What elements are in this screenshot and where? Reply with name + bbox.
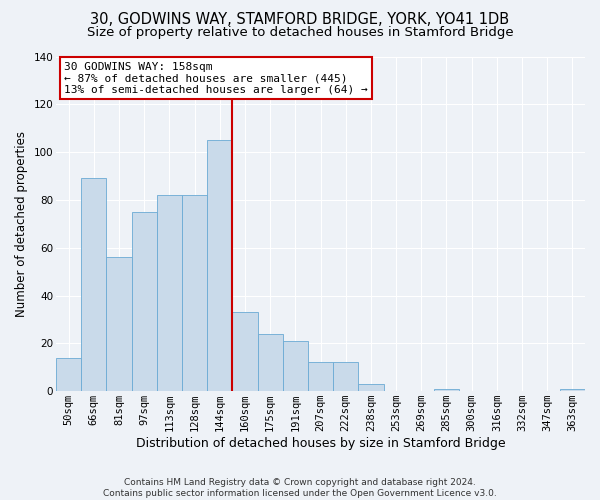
Text: Contains HM Land Registry data © Crown copyright and database right 2024.
Contai: Contains HM Land Registry data © Crown c… — [103, 478, 497, 498]
Text: 30, GODWINS WAY, STAMFORD BRIDGE, YORK, YO41 1DB: 30, GODWINS WAY, STAMFORD BRIDGE, YORK, … — [91, 12, 509, 28]
Bar — [434, 389, 459, 391]
Bar — [232, 312, 257, 391]
Bar — [56, 358, 81, 391]
Bar — [131, 212, 157, 391]
Y-axis label: Number of detached properties: Number of detached properties — [15, 131, 28, 317]
Bar — [560, 389, 585, 391]
Bar — [182, 195, 207, 391]
Bar — [157, 195, 182, 391]
Text: 30 GODWINS WAY: 158sqm
← 87% of detached houses are smaller (445)
13% of semi-de: 30 GODWINS WAY: 158sqm ← 87% of detached… — [64, 62, 368, 94]
Bar — [257, 334, 283, 391]
Bar — [207, 140, 232, 391]
Text: Size of property relative to detached houses in Stamford Bridge: Size of property relative to detached ho… — [86, 26, 514, 39]
Bar — [308, 362, 333, 391]
X-axis label: Distribution of detached houses by size in Stamford Bridge: Distribution of detached houses by size … — [136, 437, 505, 450]
Bar — [333, 362, 358, 391]
Bar — [106, 258, 131, 391]
Bar — [358, 384, 383, 391]
Bar — [81, 178, 106, 391]
Bar — [283, 341, 308, 391]
